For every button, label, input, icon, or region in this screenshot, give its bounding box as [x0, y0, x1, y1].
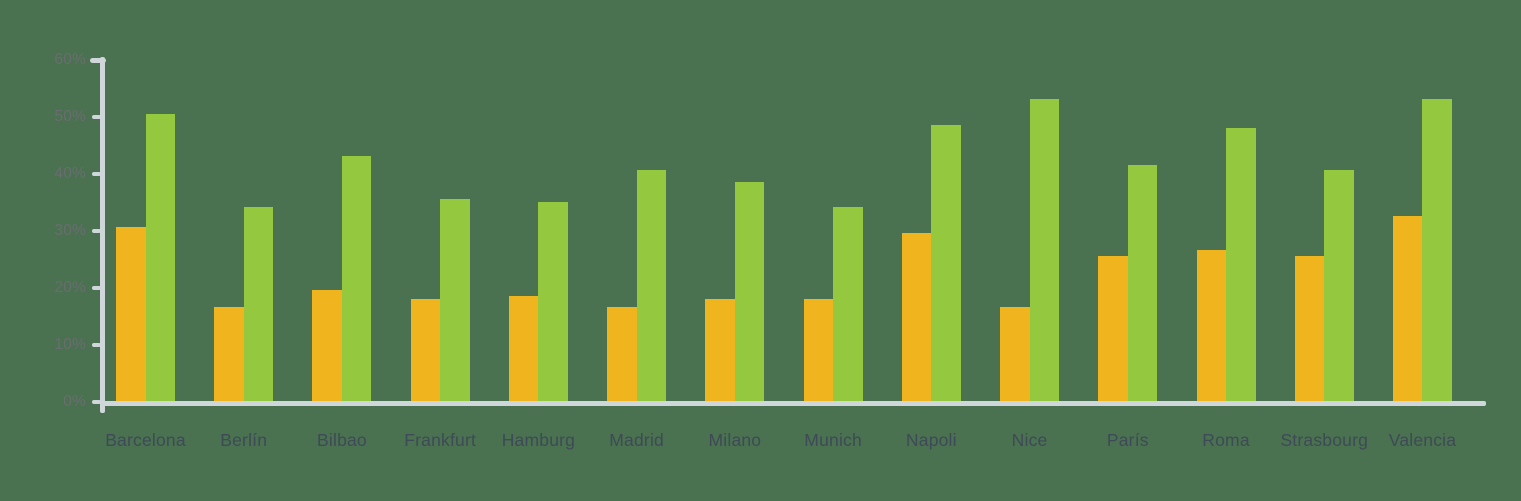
x-tick-label-barcelona: Barcelona: [105, 430, 186, 450]
bar-orange-valencia[interactable]: [1392, 216, 1423, 401]
x-tick-label-strasbourg: Strasbourg: [1280, 430, 1369, 450]
bar-green-milano[interactable]: [734, 181, 765, 401]
y-tick-label-40: 40%: [54, 164, 86, 182]
bar-orange-roma[interactable]: [1196, 250, 1227, 401]
bar-green-frankfurt[interactable]: [440, 198, 470, 401]
bar-orange-munich[interactable]: [803, 298, 834, 401]
bar-orange-bilbao[interactable]: [312, 290, 342, 401]
bar-green-roma[interactable]: [1226, 127, 1256, 401]
bar-green-nice[interactable]: [1029, 99, 1060, 401]
bar-orange-madrid[interactable]: [607, 307, 637, 401]
y-tick-label-60: 60%: [54, 51, 86, 68]
bar-green-madrid[interactable]: [636, 170, 667, 401]
y-tick-0: [92, 399, 101, 404]
x-tick-label-berlin: Berlín: [220, 430, 268, 450]
x-tick-label-madrid: Madrid: [609, 430, 664, 450]
x-tick-label-hamburg: Hamburg: [501, 430, 576, 450]
y-tick-label-20: 20%: [54, 278, 86, 296]
bar-orange-strasbourg[interactable]: [1294, 255, 1325, 401]
bar-green-barcelona[interactable]: [145, 113, 175, 401]
y-tick-60: [90, 57, 106, 63]
y-tick-20: [92, 285, 101, 290]
bar-green-munich[interactable]: [833, 207, 863, 401]
y-tick-40: [92, 171, 101, 176]
bar-green-bilbao[interactable]: [341, 156, 372, 401]
x-tick-label-frankfurt: Frankfurt: [404, 430, 477, 450]
bar-green-strasbourg[interactable]: [1324, 170, 1354, 401]
x-tick-label-bilbao: Bilbao: [317, 430, 367, 450]
x-tick-label-milano: Milano: [708, 430, 762, 450]
bar-orange-hamburg[interactable]: [508, 295, 539, 401]
y-tick-50: [92, 114, 101, 119]
bar-green-valencia[interactable]: [1422, 99, 1452, 401]
bar-orange-barcelona[interactable]: [116, 227, 146, 401]
y-tick-label-30: 30%: [54, 221, 86, 239]
bar-orange-paris[interactable]: [1098, 255, 1128, 401]
bar-green-berlin[interactable]: [243, 207, 274, 401]
bar-green-paris[interactable]: [1127, 164, 1158, 401]
bar-orange-milano[interactable]: [705, 298, 735, 401]
y-tick-label-0: 0%: [63, 392, 86, 410]
x-axis-line: [100, 401, 1486, 406]
x-tick-label-munich: Munich: [804, 430, 862, 450]
x-tick-label-napoli: Napoli: [905, 430, 957, 450]
bar-orange-nice[interactable]: [1000, 307, 1030, 401]
y-tick-30: [92, 228, 101, 233]
bar-orange-napoli[interactable]: [901, 233, 932, 401]
bar-orange-berlin[interactable]: [214, 307, 244, 401]
x-tick-label-nice: Nice: [1011, 430, 1048, 450]
x-tick-label-roma: Roma: [1202, 430, 1250, 450]
x-tick-label-paris: París: [1106, 430, 1149, 450]
bar-orange-frankfurt[interactable]: [410, 298, 441, 401]
y-axis-line: [100, 57, 105, 413]
y-tick-label-10: 10%: [54, 335, 86, 353]
bar-green-hamburg[interactable]: [538, 201, 568, 401]
bar-green-napoli[interactable]: [931, 124, 961, 401]
y-tick-10: [92, 342, 101, 347]
y-tick-label-50: 50%: [54, 107, 86, 125]
x-tick-label-valencia: Valencia: [1388, 430, 1457, 450]
